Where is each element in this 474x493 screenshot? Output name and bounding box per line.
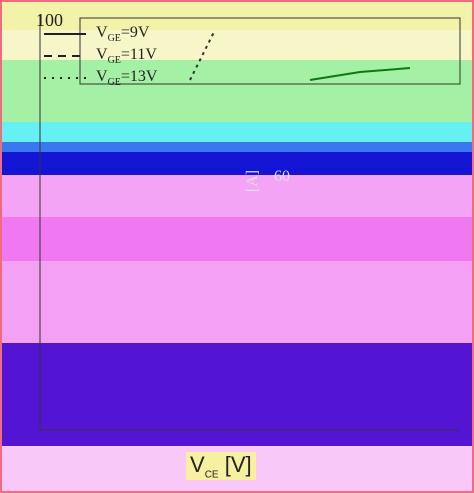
x-label-text: [V]	[225, 452, 252, 477]
legend-text: =9V	[121, 24, 150, 41]
x-label-text: V	[190, 452, 205, 477]
curve	[190, 30, 215, 80]
curve	[310, 68, 410, 80]
plot	[0, 0, 474, 493]
legend-text: V	[96, 24, 108, 41]
legend-text: =13V	[121, 68, 158, 85]
y-tick-label: 100	[36, 10, 63, 31]
legend-sub: GE	[108, 77, 121, 88]
legend-text: V	[96, 68, 108, 85]
legend-sub: GE	[108, 55, 121, 66]
legend-entry: VGE=13V	[96, 68, 157, 88]
legend-sub: GE	[108, 33, 121, 44]
legend-text: V	[96, 46, 108, 63]
x-axis-label: VCE [V]	[186, 452, 256, 480]
legend-entry: VGE=11V	[96, 46, 157, 66]
legend-text: =11V	[121, 46, 157, 63]
x-label-sub: CE	[205, 469, 219, 480]
y-axis-label: [A]	[244, 170, 262, 192]
page: 100 60 [A] VGE=9V VGE=11V VGE=13V VCE [V…	[0, 0, 474, 493]
y-tick-label: 60	[274, 168, 290, 186]
legend-entry: VGE=9V	[96, 24, 149, 44]
